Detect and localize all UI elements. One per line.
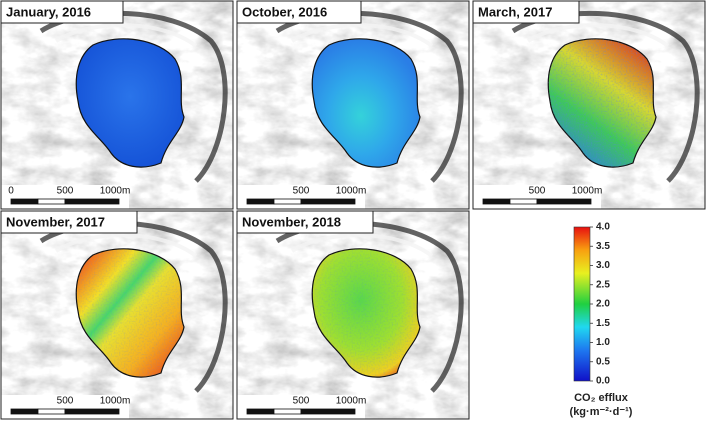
scale-bar — [37, 198, 66, 205]
scale-label: 500 — [293, 396, 310, 407]
scale-label: 1000m — [572, 186, 603, 197]
scale-bar — [273, 198, 302, 205]
scale-label: 500 — [293, 186, 310, 197]
panel-title: November, 2018 — [242, 214, 341, 229]
crater-rim — [290, 233, 434, 258]
crater-rim — [54, 233, 198, 258]
scale-bar — [10, 198, 39, 205]
scale-bar — [300, 198, 356, 205]
scale-bar — [64, 408, 120, 415]
map-panel: January, 2016 0 500 1000m — [0, 0, 234, 210]
efflux-area — [311, 38, 421, 168]
panel-frame — [236, 0, 470, 210]
panel-title: October, 2016 — [242, 4, 327, 19]
map-panel: March, 2017 500 1000m — [472, 0, 706, 210]
scale-bar — [10, 408, 39, 415]
scale-bar — [246, 408, 275, 415]
scale-box — [1, 395, 129, 419]
colorbar-tick-label: 3.5 — [596, 241, 610, 252]
scale-bar — [37, 408, 66, 415]
map — [473, 1, 705, 209]
scale-box — [473, 185, 601, 209]
colorbar-tick-label: 1.5 — [596, 318, 610, 329]
colorbar — [573, 226, 591, 382]
colorbar-tick-label: 2.5 — [596, 279, 610, 290]
colorbar-tick-label: 1.0 — [596, 337, 610, 348]
scale-box — [237, 185, 365, 209]
panel-frame — [0, 210, 234, 420]
scale-bar — [300, 408, 356, 415]
scale-bar — [536, 198, 592, 205]
map — [1, 211, 233, 419]
colorbar-title: CO₂ efflux — [574, 392, 629, 404]
map-panel: October, 2016 500 1000m — [236, 0, 470, 210]
panel-title: March, 2017 — [478, 4, 552, 19]
panel-frame — [236, 210, 470, 420]
colorbar-tick-label: 2.0 — [596, 299, 610, 310]
scale-label: 1000m — [336, 396, 367, 407]
scale-box — [237, 395, 365, 419]
panel-frame — [0, 0, 234, 210]
scale-bar — [64, 198, 120, 205]
crater-rim — [526, 23, 670, 48]
map-panel: November, 2018 500 1000m — [236, 210, 470, 420]
scale-label: 1000m — [100, 186, 131, 197]
crater-rim — [54, 23, 198, 48]
map — [1, 1, 233, 209]
scale-label: 1000m — [100, 396, 131, 407]
colorbar-tick-label: 4.0 — [596, 222, 610, 233]
scale-box — [1, 185, 129, 209]
colorbar-tick-label: 3.0 — [596, 260, 610, 271]
panel-title: November, 2017 — [6, 214, 105, 229]
colorbar-tick-label: 0.5 — [596, 356, 610, 367]
scale-label: 500 — [57, 396, 74, 407]
panel-title: January, 2016 — [6, 4, 91, 19]
scale-label: 1000m — [336, 186, 367, 197]
scale-bar — [246, 198, 275, 205]
colorbar-units: (kg·m⁻²·d⁻¹) — [570, 406, 633, 418]
scale-bar — [273, 408, 302, 415]
scale-bar — [482, 198, 511, 205]
colorbar-tick-label: 0.0 — [596, 376, 610, 387]
map — [237, 211, 469, 419]
map — [237, 1, 469, 209]
scale-label: 500 — [529, 186, 546, 197]
map-panel: November, 2017 500 1000m — [0, 210, 234, 420]
panel-frame — [472, 0, 706, 210]
scale-bar — [509, 198, 538, 205]
scale-label: 500 — [57, 186, 74, 197]
scale-label: 0 — [8, 186, 14, 197]
efflux-area — [75, 38, 185, 168]
crater-rim — [290, 23, 434, 48]
